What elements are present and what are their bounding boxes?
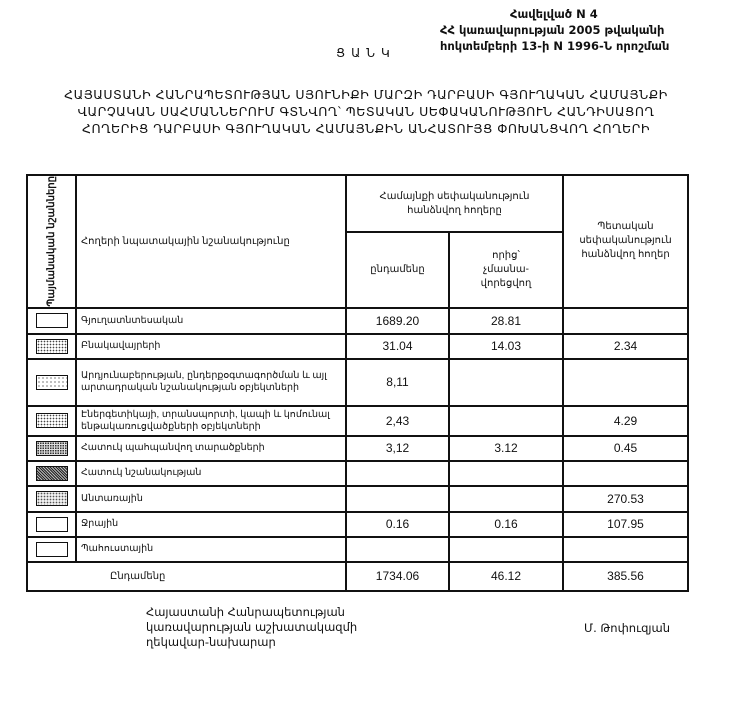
table-row: Հատուկ պահպանվող տարածքների 3,12 3.12 0.… — [26, 434, 689, 462]
symbol-cell — [26, 484, 77, 513]
legend-pattern-swatch — [35, 491, 68, 507]
title-line: ՎԱՐՉԱԿԱՆ ՍԱՀՄԱՆՆԵՐՈՒՄ ԳՏՆՎՈՂ՝ ՊԵՏԱԿԱՆ ՍԵ… — [77, 104, 655, 119]
annex-date: հոկտեմբերի 13-ի N 1996-Ն որոշման — [440, 39, 670, 53]
total-value: 1689.20 — [345, 306, 450, 335]
symbol-cell — [26, 357, 77, 407]
header-symbols: Պայմանական նշանները — [26, 174, 77, 309]
purpose-label: Էներգետիկայի, տրանսպորտի, կապի և կոմունա… — [75, 404, 347, 437]
state-value: 2.34 — [562, 332, 689, 360]
purpose-label: Արդյունաբերության, ընդերքօգտագործման և ա… — [75, 357, 347, 407]
symbol-cell — [26, 306, 77, 335]
state-value: 107.95 — [562, 510, 689, 538]
header-state: Պետական սեփականություն հանձնվող հողեր — [562, 174, 689, 309]
title-line: ՀՈՂԵՐԻՑ ԴԱՐԲԱՍԻ ԳՅՈՒՂԱԿԱՆ ՀԱՄԱՅՆՔԻՆ ԱՆՀԱ… — [82, 121, 650, 136]
table-row: Հատուկ նշանակության — [26, 459, 689, 487]
of-which-value: 0.16 — [448, 510, 564, 538]
of-which-value — [448, 459, 564, 487]
legend-pattern-swatch — [35, 465, 68, 481]
symbol-cell — [26, 459, 77, 487]
state-value: 0.45 — [562, 434, 689, 462]
legend-pattern-swatch — [35, 413, 68, 429]
list-title: ՑԱՆԿ — [336, 46, 396, 60]
state-value — [562, 459, 689, 487]
purpose-label: Ջրային — [75, 510, 347, 538]
annex-reference: Հավելված N 4 ՀՀ կառավարության 2005 թվակա… — [440, 6, 730, 54]
position-line: կառավարության աշխատակազմի — [146, 620, 358, 634]
symbol-cell — [26, 434, 77, 462]
total-value: 0.16 — [345, 510, 450, 538]
legend-pattern-swatch — [35, 541, 68, 557]
table-row: Էներգետիկայի, տրանսպորտի, կապի և կոմունա… — [26, 404, 689, 437]
header-purpose: Հողերի նպատակային նշանակությունը — [75, 174, 347, 309]
table-row: Բնակավայրերի 31.04 14.03 2.34 — [26, 332, 689, 360]
symbol-cell — [26, 510, 77, 538]
position-line: Հայաստանի Հանրապետության — [146, 605, 345, 619]
total-value — [345, 535, 450, 563]
table-row: Արդյունաբերության, ընդերքօգտագործման և ա… — [26, 357, 689, 407]
of-which-value: 14.03 — [448, 332, 564, 360]
symbol-cell — [26, 535, 77, 563]
annex-number: Հավելված N 4 — [510, 7, 598, 21]
sum-total: 1734.06 — [345, 560, 450, 592]
purpose-label: Անտառային — [75, 484, 347, 513]
state-value: 270.53 — [562, 484, 689, 513]
legend-pattern-swatch — [35, 516, 68, 532]
symbol-cell — [26, 404, 77, 437]
of-which-value: 3.12 — [448, 434, 564, 462]
state-value: 4.29 — [562, 404, 689, 437]
title-line: ՀԱՅԱՍՏԱՆԻ ՀԱՆՐԱՊԵՏՈՒԹՅԱՆ ՍՅՈՒՆԻՔԻ ՄԱՐԶԻ … — [64, 87, 668, 102]
header-of-which: որից՝ չմասնա-վորեցվող — [448, 231, 564, 309]
sum-row: Ընդամենը 1734.06 46.12 385.56 — [26, 560, 689, 592]
land-table: Պայմանական նշանները Հողերի նպատակային նշ… — [26, 173, 689, 592]
sum-of-which: 46.12 — [448, 560, 564, 592]
of-which-value: 28.81 — [448, 306, 564, 335]
position-line: ղեկավար-նախարար — [146, 635, 276, 649]
purpose-label: Պահուստային — [75, 535, 347, 563]
main-title: ՀԱՅԱՍՏԱՆԻ ՀԱՆՐԱՊԵՏՈՒԹՅԱՆ ՍՅՈՒՆԻՔԻ ՄԱՐԶԻ … — [0, 86, 732, 137]
of-which-value — [448, 404, 564, 437]
total-value: 31.04 — [345, 332, 450, 360]
purpose-label: Հատուկ նշանակության — [75, 459, 347, 487]
table-row: Գյուղատնտեսական 1689.20 28.81 — [26, 306, 689, 335]
total-value — [345, 459, 450, 487]
header-total: ընդամենը — [345, 231, 450, 309]
of-which-value — [448, 357, 564, 407]
signatory-position: Հայաստանի Հանրապետության կառավարության ա… — [146, 605, 357, 650]
purpose-label: Գյուղատնտեսական — [75, 306, 347, 335]
total-value: 2,43 — [345, 404, 450, 437]
purpose-label: Հատուկ պահպանվող տարածքների — [75, 434, 347, 462]
purpose-label: Բնակավայրերի — [75, 332, 347, 360]
of-which-value — [448, 535, 564, 563]
sum-state: 385.56 — [562, 560, 689, 592]
legend-pattern-swatch — [35, 374, 68, 390]
symbol-cell — [26, 332, 77, 360]
state-value — [562, 306, 689, 335]
state-value — [562, 357, 689, 407]
table-row: Անտառային 270.53 — [26, 484, 689, 513]
annex-decree: ՀՀ կառավարության 2005 թվականի — [440, 23, 665, 37]
legend-pattern-swatch — [35, 313, 68, 329]
legend-pattern-swatch — [35, 440, 68, 456]
header-community: Համայնքի սեփականություն հանձնվող հողերը — [345, 173, 564, 234]
table-row: Պահուստային — [26, 535, 689, 563]
total-value: 8,11 — [345, 357, 450, 407]
sum-label: Ընդամենը — [26, 560, 347, 592]
total-value: 3,12 — [345, 434, 450, 462]
table-row: Ջրային 0.16 0.16 107.95 — [26, 510, 689, 538]
signatory-name: Մ. Թոփուզյան — [584, 621, 670, 635]
total-value — [345, 484, 450, 513]
state-value — [562, 535, 689, 563]
of-which-value — [448, 484, 564, 513]
legend-pattern-swatch — [35, 338, 68, 354]
